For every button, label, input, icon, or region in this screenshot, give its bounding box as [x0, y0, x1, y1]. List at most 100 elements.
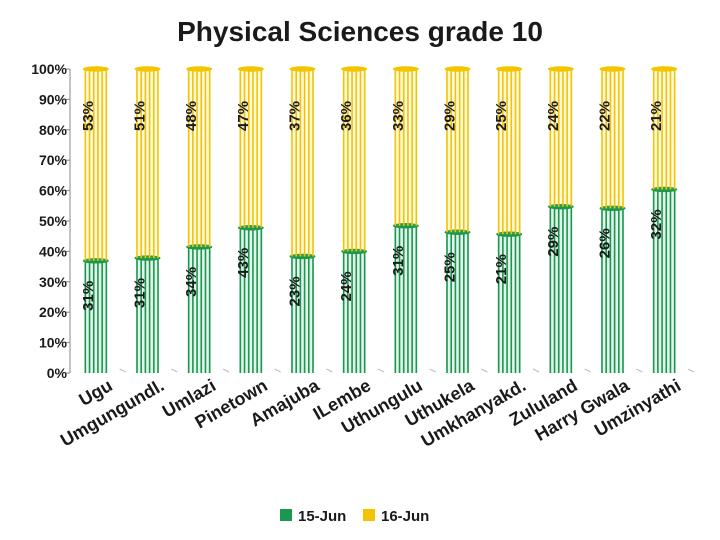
data-label-16-Jun: 36% [338, 101, 355, 131]
data-label-15-Jun: 32% [648, 209, 665, 239]
data-label-16-Jun: 33% [390, 101, 407, 131]
bar-fill [136, 69, 159, 259]
bar-cap [496, 66, 523, 72]
bar-fill [187, 69, 211, 247]
bar-cap [134, 66, 161, 72]
bar-fill [136, 258, 159, 373]
x-tick-mark [326, 368, 333, 373]
y-tick-label: 80% [39, 122, 68, 138]
bar-cap [392, 66, 419, 72]
bars-group [82, 66, 678, 373]
y-tick-label: 50% [39, 213, 68, 229]
bar-15-Jun-Umlazi [186, 244, 213, 373]
bar-16-Jun-Umzinyathi [651, 66, 678, 190]
x-tick-mark [119, 368, 126, 373]
bar-16-Jun-Umlazi [186, 66, 213, 247]
bar-cap [341, 66, 368, 72]
x-tick-mark [429, 368, 436, 373]
data-label-16-Jun: 21% [648, 101, 665, 131]
bar-fill [394, 69, 418, 226]
y-tick-label: 30% [39, 274, 68, 290]
bar-16-Jun-Amajuba [289, 66, 316, 257]
bar-15-Jun-Umgungundl. [134, 255, 161, 373]
legend-swatch-15-jun [280, 509, 292, 521]
bar-fill [187, 246, 211, 373]
data-label-16-Jun: 53% [80, 101, 97, 131]
bar-cap [444, 66, 471, 72]
x-tick-mark [636, 368, 643, 373]
bar-15-Jun-Harry Gwala [599, 205, 626, 373]
data-label-16-Jun: 22% [597, 101, 614, 131]
bar-15-Jun-Zululand [547, 203, 574, 373]
data-label-15-Jun: 25% [442, 252, 459, 282]
bar-15-Jun-Umkhanyakd. [496, 231, 523, 373]
bar-fill [342, 69, 366, 252]
bar-fill [239, 69, 263, 228]
bar-16-Jun-Harry Gwala [599, 66, 626, 209]
bar-16-Jun-Uthukela [444, 66, 471, 233]
x-tick-mark [222, 368, 230, 373]
y-tick-label: 40% [39, 243, 68, 259]
y-tick-label: 70% [39, 152, 68, 168]
bar-15-Jun-Pinetown [237, 225, 264, 373]
data-label-15-Jun: 43% [235, 248, 252, 278]
bar-fill [549, 69, 573, 207]
bar-cap [651, 66, 678, 72]
bar-16-Jun-Umgungundl. [134, 66, 161, 259]
data-label-15-Jun: 31% [80, 281, 97, 311]
legend: 15-Jun 16-Jun [280, 508, 429, 525]
y-tick-label: 60% [39, 183, 68, 199]
data-label-15-Jun: 24% [338, 271, 355, 301]
y-tick-label: 20% [39, 304, 68, 320]
bar-15-Jun-Uthukela [444, 229, 471, 373]
y-tick-label: 100% [31, 61, 67, 77]
bar-fill [291, 256, 314, 373]
bar-fill [601, 69, 624, 209]
bar-cap [599, 66, 626, 72]
bar-16-Jun-Umkhanyakd. [496, 66, 523, 235]
bar-15-Jun-ILembe [341, 248, 368, 373]
bar-cap [237, 66, 264, 72]
bar-15-Jun-Ugu [82, 258, 109, 373]
bar-15-Jun-Amajuba [289, 253, 316, 373]
bar-16-Jun-Zululand [547, 66, 574, 207]
bar-fill [84, 69, 108, 261]
bar-16-Jun-ILembe [341, 66, 368, 252]
bar-cap [289, 66, 316, 72]
bar-cap [82, 66, 109, 72]
data-label-16-Jun: 24% [545, 101, 562, 131]
bar-16-Jun-Uthungulu [392, 66, 419, 226]
legend-label-16-jun: 16-Jun [381, 508, 429, 525]
x-tick-mark [532, 368, 540, 373]
x-tick-mark [481, 368, 488, 373]
data-label-15-Jun: 34% [183, 267, 200, 297]
data-label-15-Jun: 21% [493, 254, 510, 284]
bar-16-Jun-Ugu [82, 66, 109, 261]
x-tick-mark [171, 368, 178, 373]
data-label-15-Jun: 31% [390, 246, 407, 276]
y-tick-label: 10% [39, 335, 68, 351]
legend-swatch-16-jun [363, 509, 375, 521]
data-label-15-Jun: 26% [597, 228, 614, 258]
y-axis: 0% 10% 20% 30% 40% 50% 60% 70% 80% 90% 100% [31, 61, 71, 381]
bar-fill [446, 69, 469, 233]
bar-fill [342, 251, 366, 373]
bar-16-Jun-Pinetown [237, 66, 264, 228]
data-label-16-Jun: 25% [493, 101, 510, 131]
bar-cap [547, 66, 574, 72]
bar-15-Jun-Umzinyathi [651, 186, 678, 373]
data-label-16-Jun: 37% [287, 101, 304, 131]
data-label-16-Jun: 48% [183, 101, 200, 131]
bar-fill [291, 69, 314, 257]
y-tick-label: 0% [47, 365, 68, 381]
bar-15-Jun-Uthungulu [392, 223, 419, 373]
legend-label-15-jun: 15-Jun [298, 508, 346, 525]
x-tick-mark [687, 368, 695, 373]
chart-title: Physical Sciences grade 10 [177, 16, 543, 47]
bar-cap [186, 66, 213, 72]
x-tick-mark [377, 368, 385, 373]
data-label-15-Jun: 23% [287, 276, 304, 306]
y-tick-label: 90% [39, 91, 68, 107]
data-label-16-Jun: 47% [235, 101, 252, 131]
